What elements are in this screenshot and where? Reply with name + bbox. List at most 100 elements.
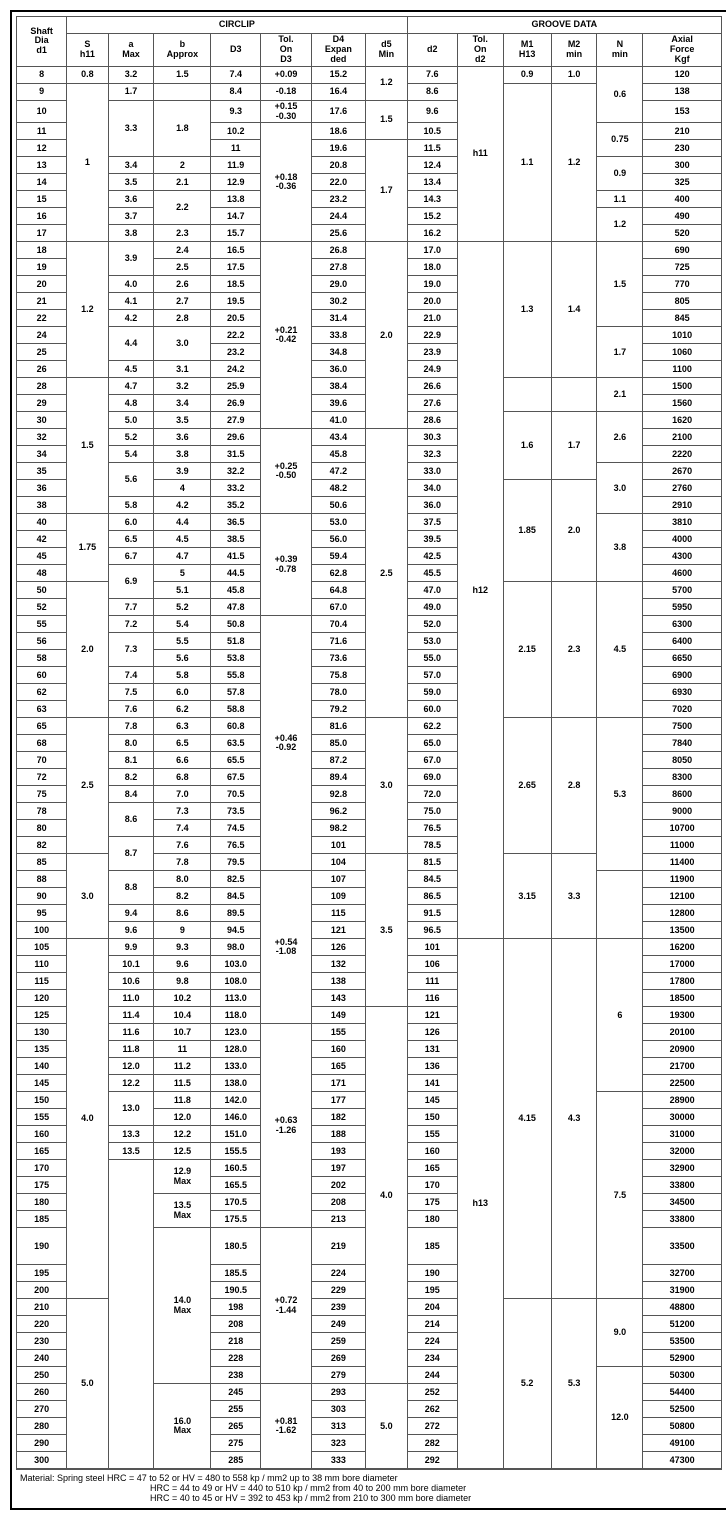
cell-a: 8.8 bbox=[108, 871, 154, 905]
cell-b: 2 bbox=[154, 157, 211, 174]
cell-d4: 143 bbox=[311, 990, 366, 1007]
cell-d2: 145 bbox=[407, 1092, 457, 1109]
cell-d4: 39.6 bbox=[311, 395, 366, 412]
cell-d2: 76.5 bbox=[407, 820, 457, 837]
cell-d4: 87.2 bbox=[311, 752, 366, 769]
cell-d4: 279 bbox=[311, 1367, 366, 1384]
cell-d4: 85.0 bbox=[311, 735, 366, 752]
cell-axial: 17800 bbox=[643, 973, 722, 990]
cell-b: 2.5 bbox=[154, 259, 211, 276]
cell-d4: 101 bbox=[311, 837, 366, 854]
cell-b: 3.6 bbox=[154, 429, 211, 446]
cell-axial: 9000 bbox=[643, 803, 722, 820]
cell-a: 9.6 bbox=[108, 922, 154, 939]
cell-d4: 193 bbox=[311, 1143, 366, 1160]
cell-axial: 1500 bbox=[643, 378, 722, 395]
cell-d5: 4.0 bbox=[366, 1007, 408, 1384]
cell-b: 8.6 bbox=[154, 905, 211, 922]
cell-d1: 70 bbox=[17, 752, 67, 769]
cell-d1: 58 bbox=[17, 650, 67, 667]
cell-b: 9.3 bbox=[154, 939, 211, 956]
cell-n: 12.0 bbox=[597, 1367, 643, 1469]
cell-d1: 210 bbox=[17, 1299, 67, 1316]
cell-d4: 41.0 bbox=[311, 412, 366, 429]
hdr-d3: D3 bbox=[211, 34, 261, 67]
cell-d4: 26.8 bbox=[311, 242, 366, 259]
cell-m2: 1.0 bbox=[551, 66, 597, 83]
cell-b: 9 bbox=[154, 922, 211, 939]
cell-a: 8.6 bbox=[108, 803, 154, 837]
cell-a: 4.7 bbox=[108, 378, 154, 395]
cell-d3: 79.5 bbox=[211, 854, 261, 871]
hdr-circlip: CIRCLIP bbox=[67, 17, 407, 34]
cell-b: 1.8 bbox=[154, 100, 211, 157]
cell-d3: 24.2 bbox=[211, 361, 261, 378]
cell-b: 2.8 bbox=[154, 310, 211, 327]
cell-axial: 33800 bbox=[643, 1211, 722, 1228]
cell-axial: 1060 bbox=[643, 344, 722, 361]
cell-d1: 100 bbox=[17, 922, 67, 939]
cell-d1: 25 bbox=[17, 344, 67, 361]
cell-axial: 22500 bbox=[643, 1075, 722, 1092]
cell-d3: 265 bbox=[211, 1418, 261, 1435]
cell-m2: 3.3 bbox=[551, 854, 597, 939]
cell-d1: 195 bbox=[17, 1265, 67, 1282]
cell-d3: 160.5 bbox=[211, 1160, 261, 1177]
cell-s: 2.0 bbox=[67, 582, 108, 718]
cell-d3: 8.4 bbox=[211, 83, 261, 100]
cell-a: 3.3 bbox=[108, 100, 154, 157]
cell-m2: 5.3 bbox=[551, 1299, 597, 1469]
cell-d1: 20 bbox=[17, 276, 67, 293]
cell-d1: 75 bbox=[17, 786, 67, 803]
cell-d2: 224 bbox=[407, 1333, 457, 1350]
cell-d2: 190 bbox=[407, 1265, 457, 1282]
cell-d3: 38.5 bbox=[211, 531, 261, 548]
cell-d3: 50.8 bbox=[211, 616, 261, 633]
cell-d4: 81.6 bbox=[311, 718, 366, 735]
cell-axial: 6650 bbox=[643, 650, 722, 667]
cell-axial: 53500 bbox=[643, 1333, 722, 1350]
cell-d2: 19.0 bbox=[407, 276, 457, 293]
cell-axial: 12800 bbox=[643, 905, 722, 922]
cell-d4: 70.4 bbox=[311, 616, 366, 633]
cell-axial: 11900 bbox=[643, 871, 722, 888]
cell-d4: 160 bbox=[311, 1041, 366, 1058]
cell-told3: +0.63 -1.26 bbox=[261, 1024, 311, 1228]
cell-b: 2.1 bbox=[154, 174, 211, 191]
cell-b: 4.5 bbox=[154, 531, 211, 548]
cell-d4: 259 bbox=[311, 1333, 366, 1350]
note-3: HRC = 40 to 45 or HV = 392 to 453 kp / m… bbox=[20, 1493, 718, 1503]
cell-d3: 118.0 bbox=[211, 1007, 261, 1024]
cell-d3: 27.9 bbox=[211, 412, 261, 429]
cell-a: 11.0 bbox=[108, 990, 154, 1007]
circlip-table: Shaft Dia d1 CIRCLIP GROOVE DATA S h11 a… bbox=[16, 16, 722, 1469]
cell-m2: 2.8 bbox=[551, 718, 597, 854]
cell-told3: -0.18 bbox=[261, 83, 311, 100]
cell-told3: +0.15 -0.30 bbox=[261, 100, 311, 123]
cell-axial: 13500 bbox=[643, 922, 722, 939]
cell-axial: 7020 bbox=[643, 701, 722, 718]
cell-axial: 6900 bbox=[643, 667, 722, 684]
cell-n: 7.5 bbox=[597, 1092, 643, 1299]
cell-m1: 2.15 bbox=[503, 582, 551, 718]
cell-m2: 1.7 bbox=[551, 412, 597, 480]
cell-d3: 146.0 bbox=[211, 1109, 261, 1126]
cell-d4: 249 bbox=[311, 1316, 366, 1333]
cell-d3: 123.0 bbox=[211, 1024, 261, 1041]
cell-b: 2.3 bbox=[154, 225, 211, 242]
cell-d1: 63 bbox=[17, 701, 67, 718]
hdr-n: N min bbox=[597, 34, 643, 67]
cell-d2: 78.5 bbox=[407, 837, 457, 854]
cell-axial: 520 bbox=[643, 225, 722, 242]
hdr-b: b Approx bbox=[154, 34, 211, 67]
cell-axial: 120 bbox=[643, 66, 722, 83]
cell-told2: h12 bbox=[457, 242, 503, 939]
cell-s: 1.75 bbox=[67, 514, 108, 582]
cell-axial: 20100 bbox=[643, 1024, 722, 1041]
cell-d1: 68 bbox=[17, 735, 67, 752]
cell-d2: 47.0 bbox=[407, 582, 457, 599]
hdr-s: S h11 bbox=[67, 34, 108, 67]
cell-m1 bbox=[503, 378, 551, 412]
cell-d1: 29 bbox=[17, 395, 67, 412]
cell-d4: 92.8 bbox=[311, 786, 366, 803]
